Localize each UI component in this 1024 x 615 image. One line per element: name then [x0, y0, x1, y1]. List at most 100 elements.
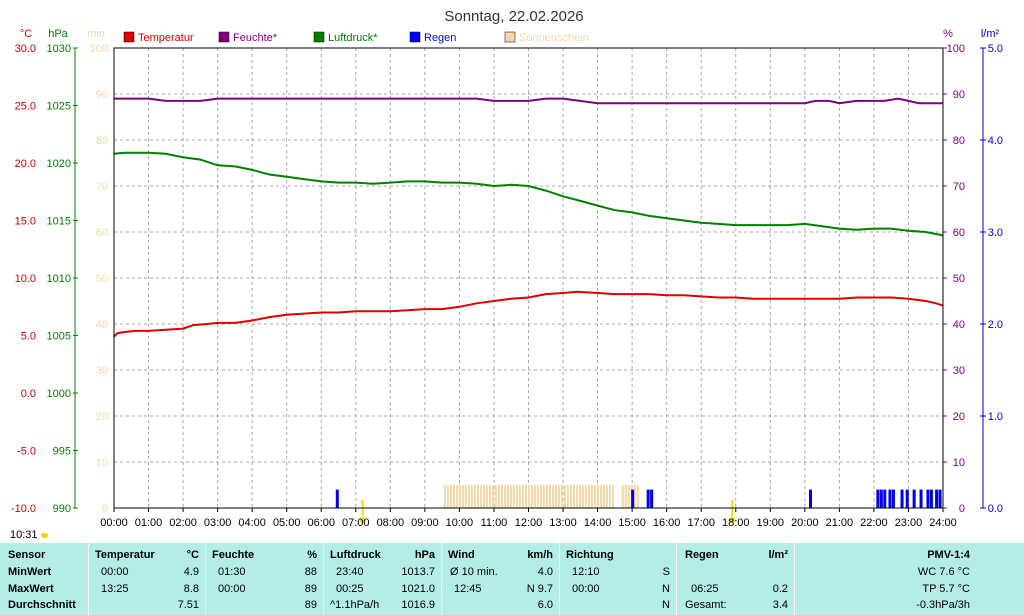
rain-bar [926, 489, 930, 508]
legend: Temperatur Feuchte* Luftdruck* Regen Sonnens… [123, 31, 589, 44]
rain-bar [919, 489, 923, 508]
pressure-max-time: 00:25 [336, 583, 364, 595]
x-tick-label: 22:00 [860, 517, 888, 529]
sunshine-bar [593, 485, 596, 508]
pmv-header: PMV-1:4 [927, 549, 970, 561]
pressure-axis-tick-label: 1025 [47, 101, 71, 113]
temperature-axis-tick-label: 0.0 [21, 388, 36, 400]
temperature-axis-tick-label: 25.0 [15, 101, 36, 113]
sunshine-bar [485, 485, 488, 508]
x-tick-label: 05:00 [273, 517, 301, 529]
rain-bar [650, 489, 654, 508]
sunshine-bar [578, 485, 581, 508]
sunshine-axis-tick-label: 30 [96, 365, 108, 377]
temperature-axis-tick-label: 30.0 [15, 43, 36, 55]
rain-total-value: 3.4 [772, 599, 788, 611]
humidity-axis-tick-label: 50 [953, 273, 965, 285]
sunshine-bar [494, 485, 497, 508]
direction-min-value: S [662, 566, 670, 578]
legend-swatch [218, 31, 230, 43]
legend-label: Temperatur [138, 32, 194, 44]
sunshine-bar [584, 485, 587, 508]
sunshine-axis-tick-label: 80 [96, 135, 108, 147]
min-row-label: MinWert [8, 566, 52, 578]
pressure-axis-tick-label: 995 [53, 446, 71, 458]
x-tick-label: 04:00 [238, 517, 266, 529]
humidity-unit: % [307, 549, 317, 561]
sunshine-bar [572, 485, 575, 508]
stats-col-direction: Richtung 12:10 S 00:00 N N [559, 543, 676, 615]
rain-bar [631, 489, 635, 508]
wind-avg-value: 6.0 [537, 599, 553, 611]
rain-axis-tick-label: 1.0 [988, 411, 1003, 423]
stats-col-pressure: Luftdruck hPa 23:40 1013.7 00:25 1021.0 … [323, 543, 441, 615]
rain-bar [929, 489, 933, 508]
x-tick-label: 01:00 [135, 517, 163, 529]
wind-max-time: 12:45 [454, 583, 482, 595]
x-tick-label: 15:00 [618, 517, 646, 529]
x-tick-label: 09:00 [411, 517, 439, 529]
x-tick-label: 07:00 [342, 517, 370, 529]
sunshine-bar [536, 485, 539, 508]
sun-indicator-icon [41, 533, 48, 538]
sunshine-bar [455, 485, 458, 508]
pressure-axis-tick-label: 990 [53, 503, 71, 515]
temperature-axis-unit: °C [20, 28, 32, 40]
humidity-axis-tick-label: 60 [953, 227, 965, 239]
rain-axis-tick-label: 2.0 [988, 319, 1003, 331]
temperature-axis-tick-label: 20.0 [15, 158, 36, 170]
sunshine-axis-tick-label: 60 [96, 227, 108, 239]
pressure-max-value: 1021.0 [401, 583, 435, 595]
humidity-max-time: 00:00 [218, 583, 246, 595]
direction-max-value: N [662, 583, 670, 595]
pressure-avg-value: 1016.9 [401, 599, 435, 611]
x-tick-label: 19:00 [757, 517, 785, 529]
pressure-min-time: 23:40 [336, 566, 364, 578]
wind-avg10-value: 4.0 [537, 566, 553, 578]
temperature-avg-value: 7.51 [177, 599, 199, 611]
sunshine-bar [518, 485, 521, 508]
x-tick-label: 11:00 [481, 517, 508, 529]
direction-avg-value: N [662, 599, 670, 611]
current-time-label: 10:31 [10, 529, 38, 541]
sunshine-bar [590, 485, 593, 508]
x-tick-label: 18:00 [722, 517, 750, 529]
sunshine-bar [624, 485, 627, 508]
sunshine-axis-tick-label: 90 [96, 89, 108, 101]
pressure-axis-tick-label: 1030 [47, 43, 71, 55]
humidity-max-value: 89 [304, 583, 317, 595]
humidity-axis-tick-label: 20 [953, 411, 965, 423]
legend-label: Regen [424, 32, 456, 44]
sunshine-bar [512, 485, 515, 508]
sunshine-bar [524, 485, 527, 508]
pressure-axis-tick-label: 1010 [47, 273, 71, 285]
direction-min-time: 12:10 [572, 566, 600, 578]
humidity-axis-tick-label: 100 [947, 43, 965, 55]
sunshine-bar [569, 485, 572, 508]
pressure-header: Luftdruck [330, 549, 381, 561]
legend-label: Sonnenschein [519, 32, 589, 44]
sunshine-bar [479, 485, 482, 508]
sunshine-bar [563, 485, 566, 508]
rain-max-time: 06:25 [691, 583, 719, 595]
sunshine-bar [566, 485, 569, 508]
humidity-min-time: 01:30 [218, 566, 246, 578]
sunshine-bar [509, 485, 512, 508]
rain-bar [912, 489, 916, 508]
sunshine-bar [500, 485, 503, 508]
temperature-min-value: 4.9 [183, 566, 199, 578]
x-tick-label: 03:00 [204, 517, 232, 529]
temperature-header: Temperatur [95, 549, 155, 561]
legend-swatch [504, 31, 516, 43]
sunshine-axis-tick-label: 10 [96, 457, 108, 469]
legend-label: Feuchte* [233, 32, 278, 44]
sunshine-bar [533, 485, 536, 508]
legend-swatch [409, 31, 421, 43]
legend-label: Luftdruck* [328, 32, 378, 44]
direction-header: Richtung [566, 549, 614, 561]
sunshine-bar [548, 485, 551, 508]
sunshine-bar [627, 485, 630, 508]
rain-axis-tick-label: 5.0 [988, 43, 1003, 55]
sunshine-axis-unit: min [87, 28, 105, 40]
x-tick-label: 08:00 [377, 517, 405, 529]
